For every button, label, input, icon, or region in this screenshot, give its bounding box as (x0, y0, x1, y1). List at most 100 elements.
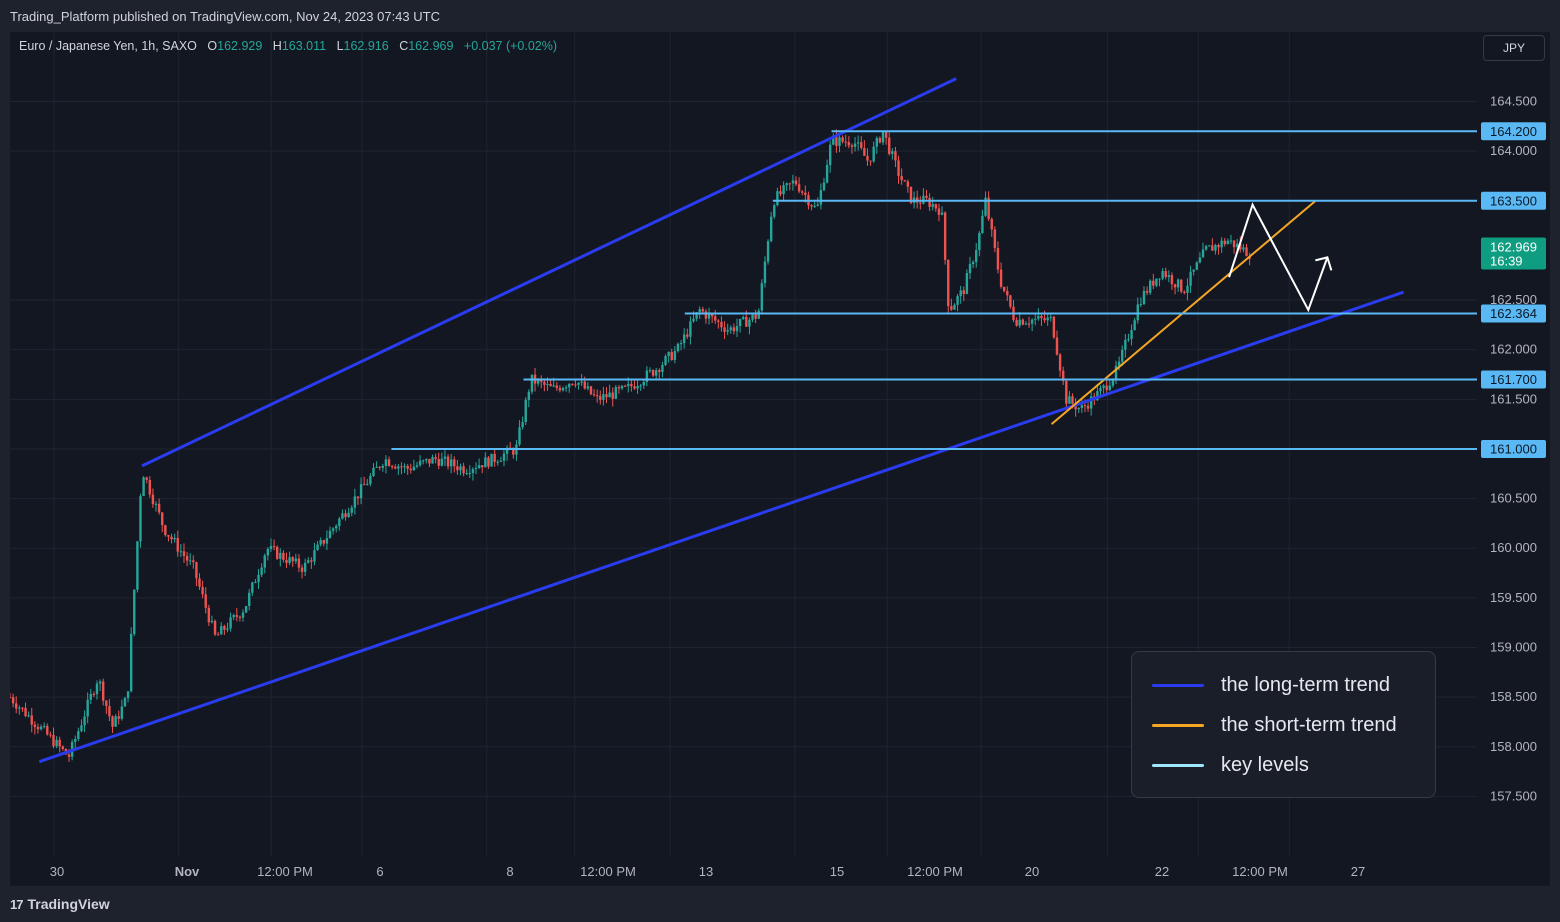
candle-body (754, 314, 757, 319)
candle-body (729, 327, 732, 331)
candle-body (695, 312, 698, 319)
candle-body (881, 131, 885, 143)
candle-body (1040, 315, 1043, 319)
price-chart[interactable]: 157.500 158.000 158.500 159.000 159.500 160.0… (10, 32, 1550, 886)
candle-body (86, 699, 89, 717)
candle-body (698, 309, 701, 313)
candle-body (1083, 405, 1087, 407)
candle-body (117, 716, 120, 719)
candle-body (891, 151, 894, 154)
candle-body (123, 698, 127, 707)
candle-body (347, 512, 350, 518)
candle-body (540, 379, 543, 382)
price-tick-label: 164.000 (1490, 143, 1537, 158)
grid (10, 32, 1477, 856)
candle-body (83, 716, 86, 726)
candle-body (1145, 290, 1149, 293)
time-tick-label: 8 (506, 864, 513, 879)
chart-area[interactable]: 157.500 158.000 158.500 159.000 159.500 160.0… (10, 32, 1550, 886)
candle-body (1021, 319, 1025, 325)
candle-body (412, 466, 416, 471)
candle-body (1089, 396, 1093, 409)
candle-body (953, 304, 956, 310)
candle-body (1183, 291, 1186, 293)
candle-body (400, 466, 403, 468)
legend-swatch-short-term (1152, 724, 1204, 727)
candle-body (1114, 365, 1118, 380)
key-level-tag (1481, 439, 1546, 458)
candle-body (1111, 379, 1115, 386)
candle-body (1186, 285, 1189, 293)
candle-body (558, 387, 562, 391)
candle-body (1220, 240, 1223, 248)
candle-body (934, 204, 938, 209)
candle-body (996, 247, 1000, 270)
candle-body (1133, 320, 1136, 331)
candle-body (325, 538, 329, 544)
candle-body (543, 381, 546, 385)
candle-body (185, 555, 189, 561)
candle-body (403, 466, 406, 468)
candle-body (1161, 270, 1164, 279)
candle-body (195, 562, 198, 579)
candle-body (592, 394, 596, 396)
candle-body (1002, 286, 1006, 292)
candle-body (428, 458, 431, 464)
candle-body (1071, 396, 1074, 404)
candle-body (362, 484, 366, 486)
time-tick-label: Nov (175, 864, 200, 879)
candle-body (422, 460, 425, 462)
candle-body (645, 370, 649, 382)
symbol-title[interactable]: Euro / Japanese Yen, 1h, SAXO (19, 39, 197, 53)
candle-body (925, 195, 928, 198)
projection-arrowhead (1315, 256, 1333, 271)
candle-body (397, 466, 400, 469)
candle-body (801, 191, 804, 193)
time-tick-label: 12:00 PM (580, 864, 636, 879)
tradingview-logo[interactable]: 17 TradingView (10, 896, 110, 912)
price-tick-label: 162.000 (1490, 342, 1537, 357)
legend-swatch-key-levels (1152, 764, 1204, 767)
candle-body (449, 459, 453, 467)
candle-body (55, 739, 58, 747)
candle-body (785, 183, 788, 186)
candle-body (779, 191, 782, 195)
candle-body (474, 468, 478, 470)
candle-body (30, 715, 33, 725)
brand-name: TradingView (27, 896, 110, 912)
candle-body (822, 182, 826, 191)
candle-body (459, 466, 462, 471)
candle-body (1124, 339, 1127, 350)
candle-body (92, 693, 96, 695)
candle-body (751, 314, 754, 320)
price-tick-label: 158.500 (1490, 689, 1537, 704)
candle-body (546, 384, 549, 386)
candle-body (704, 311, 708, 319)
time-tick-label: 22 (1155, 864, 1169, 879)
candle-body (595, 395, 599, 397)
candle-body (139, 496, 142, 542)
candle-body (1242, 247, 1245, 250)
candle-body (841, 137, 844, 142)
candle-body (1049, 316, 1052, 318)
candle-body (372, 467, 375, 476)
candle-body (1136, 304, 1139, 321)
currency-button[interactable]: JPY (1483, 35, 1545, 61)
price-tick-label: 164.500 (1490, 93, 1537, 108)
candle-body (968, 264, 972, 274)
candle-body (1055, 337, 1059, 355)
candle-body (561, 387, 565, 391)
candle-body (496, 461, 499, 463)
candle-body (742, 316, 745, 319)
candle-body (906, 181, 910, 187)
candle-body (10, 697, 12, 699)
candle-body (965, 273, 969, 295)
candle-body (33, 724, 37, 727)
candle-body (521, 422, 524, 428)
candle-body (667, 352, 670, 357)
candle-body (108, 706, 111, 717)
candle-body (369, 475, 372, 484)
candle-body (502, 453, 506, 461)
candle-body (465, 473, 468, 475)
candle-body (313, 550, 316, 562)
